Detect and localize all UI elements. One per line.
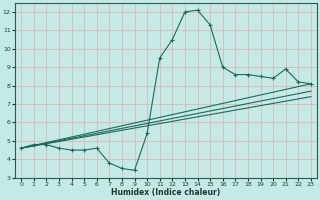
X-axis label: Humidex (Indice chaleur): Humidex (Indice chaleur): [111, 188, 221, 197]
